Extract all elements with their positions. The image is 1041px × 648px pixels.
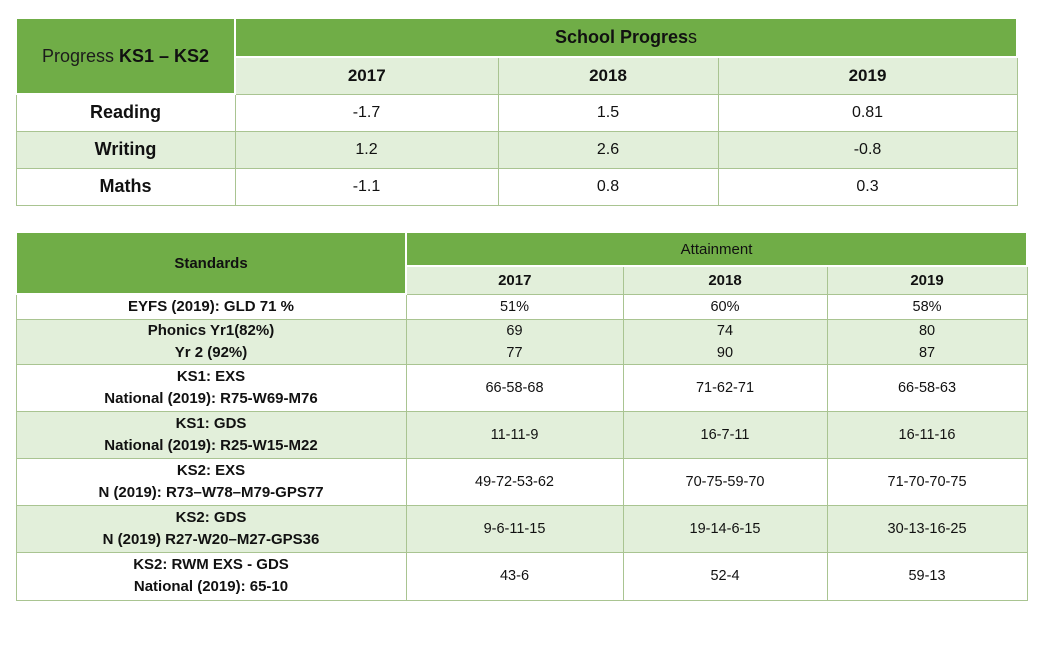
progress-title-cell: Progress KS1 – KS2 [15, 17, 236, 95]
row-label: KS1: GDS National (2019): R25-W15-M22 [15, 410, 407, 459]
standards-year-row: 2017 2018 2019 [16, 265, 1028, 295]
value-cell: 0.8 [497, 167, 719, 206]
value-cell: 51% [405, 293, 624, 320]
value-cell: 70-75-59-70 [622, 457, 828, 506]
value-cell: 66-58-63 [826, 363, 1028, 412]
school-progress-header-bold: School Progres [555, 27, 689, 47]
value-cell: -1.1 [234, 167, 499, 206]
progress-header-row: Progress KS1 – KS2 School Progress [15, 17, 1019, 95]
value-cell: 80 87 [826, 318, 1028, 365]
row-label: KS1: EXS National (2019): R75-W69-M76 [15, 363, 407, 412]
standards-row-ks1-exs: KS1: EXS National (2019): R75-W69-M76 66… [15, 363, 1028, 412]
value-cell: 1.2 [234, 130, 499, 169]
value-cell: 19-14-6-15 [622, 504, 828, 553]
standards-row-ks2-exs: KS2: EXS N (2019): R73–W78–M79-GPS77 49-… [15, 457, 1028, 506]
progress-row-writing: Writing 1.2 2.6 -0.8 [15, 130, 1018, 169]
standards-row-eyfs: EYFS (2019): GLD 71 % 51% 60% 58% [15, 293, 1028, 320]
value-cell: 9-6-11-15 [405, 504, 624, 553]
standards-header-row: Standards Attainment [15, 231, 1029, 295]
value-cell: -1.7 [234, 93, 499, 132]
progress-year-2017: 2017 [234, 56, 499, 95]
value-cell: 58% [826, 293, 1028, 320]
value-cell: 66-58-68 [405, 363, 624, 412]
progress-table: Progress KS1 – KS2 School Progress 2017 … [15, 17, 1019, 206]
value-cell: 2.6 [497, 130, 719, 169]
row-label: KS2: RWM EXS - GDS National (2019): 65-1… [15, 551, 407, 601]
progress-row-maths: Maths -1.1 0.8 0.3 [15, 167, 1018, 206]
row-label: EYFS (2019): GLD 71 % [15, 293, 407, 320]
value-cell: 0.3 [717, 167, 1018, 206]
value-cell: 74 90 [622, 318, 828, 365]
value-cell: 11-11-9 [405, 410, 624, 459]
row-label: Reading [15, 93, 236, 132]
progress-year-2019: 2019 [717, 56, 1018, 95]
value-cell: 43-6 [405, 551, 624, 601]
value-cell: 16-11-16 [826, 410, 1028, 459]
standards-year-2019: 2019 [826, 265, 1028, 295]
standards-year-2017: 2017 [405, 265, 624, 295]
row-label: Maths [15, 167, 236, 206]
standards-row-ks2-rwm: KS2: RWM EXS - GDS National (2019): 65-1… [15, 551, 1028, 601]
standards-year-2018: 2018 [622, 265, 828, 295]
progress-row-reading: Reading -1.7 1.5 0.81 [15, 93, 1018, 132]
progress-year-row: 2017 2018 2019 [16, 56, 1018, 95]
standards-row-phonics: Phonics Yr1(82%) Yr 2 (92%) 69 77 74 90 … [15, 318, 1028, 365]
row-label: Phonics Yr1(82%) Yr 2 (92%) [15, 318, 407, 365]
row-label: KS2: GDS N (2019) R27-W20–M27-GPS36 [15, 504, 407, 553]
progress-title-bold: KS1 – KS2 [119, 45, 210, 66]
value-cell: 1.5 [497, 93, 719, 132]
attainment-header: Attainment [404, 231, 1029, 267]
value-cell: 60% [622, 293, 828, 320]
value-cell: 71-62-71 [622, 363, 828, 412]
standards-row-ks2-gds: KS2: GDS N (2019) R27-W20–M27-GPS36 9-6-… [15, 504, 1028, 553]
value-cell: 69 77 [405, 318, 624, 365]
progress-title-regular: Progress [41, 45, 114, 66]
value-cell: 16-7-11 [622, 410, 828, 459]
value-cell: -0.8 [717, 130, 1018, 169]
row-label: KS2: EXS N (2019): R73–W78–M79-GPS77 [15, 457, 407, 506]
row-label: Writing [15, 130, 236, 169]
value-cell: 49-72-53-62 [405, 457, 624, 506]
school-progress-header: School Progress [233, 17, 1019, 58]
standards-table: Standards Attainment 2017 2018 2019 EYFS… [15, 231, 1029, 601]
value-cell: 52-4 [622, 551, 828, 601]
progress-year-2018: 2018 [497, 56, 719, 95]
value-cell: 0.81 [717, 93, 1018, 132]
standards-title-cell: Standards [15, 231, 407, 295]
value-cell: 59-13 [826, 551, 1028, 601]
value-cell: 71-70-70-75 [826, 457, 1028, 506]
standards-row-ks1-gds: KS1: GDS National (2019): R25-W15-M22 11… [15, 410, 1028, 459]
value-cell: 30-13-16-25 [826, 504, 1028, 553]
school-progress-header-tail: s [688, 27, 698, 47]
